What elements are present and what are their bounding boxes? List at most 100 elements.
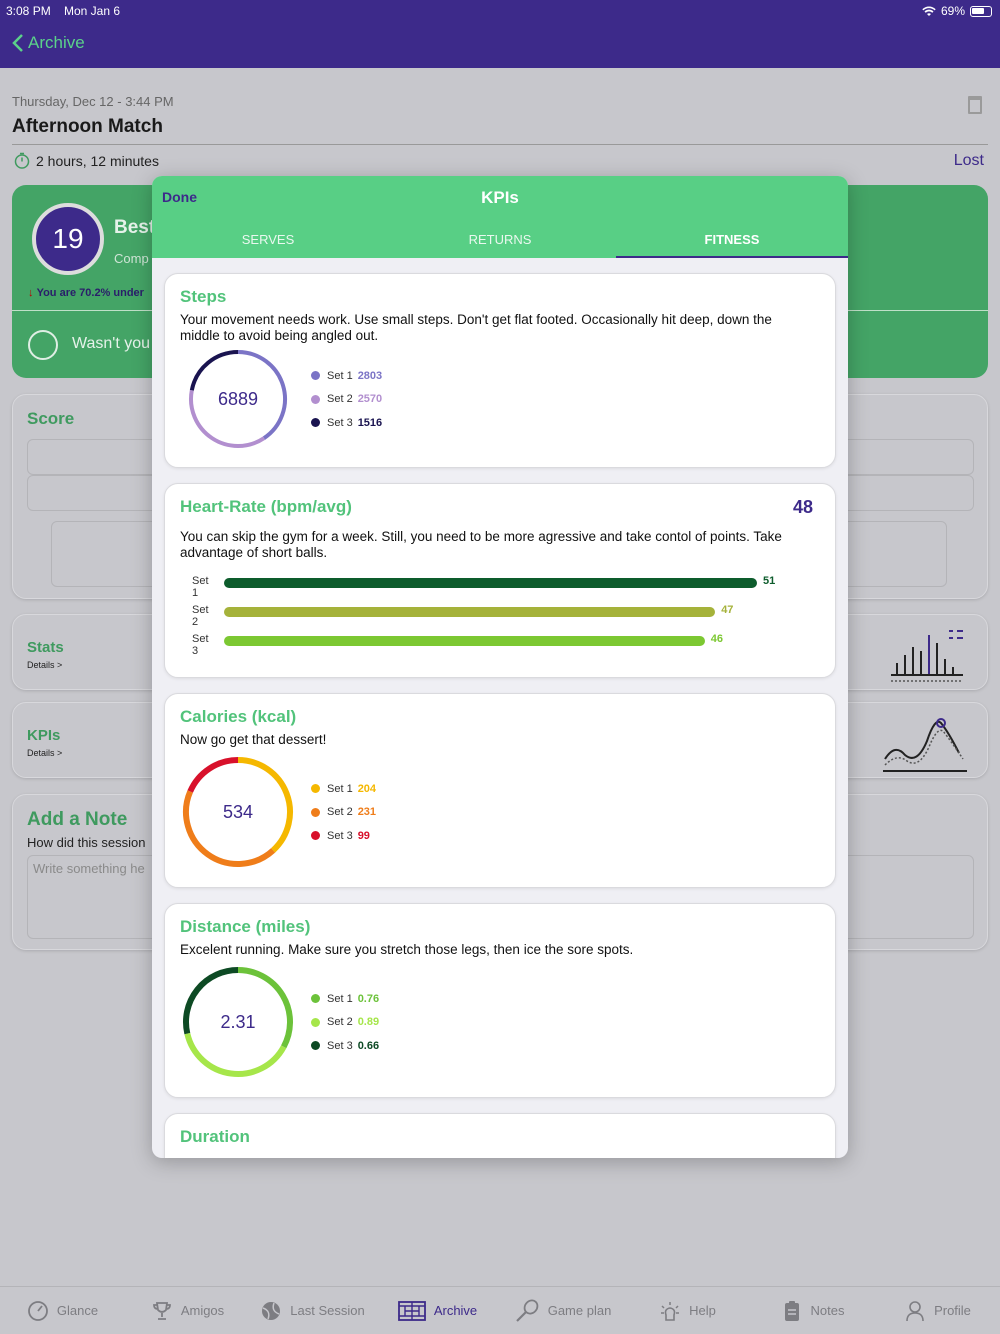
chevron-left-icon xyxy=(12,34,23,52)
tab-label: Game plan xyxy=(547,1303,612,1318)
distance-total: 2.31 xyxy=(220,1011,256,1032)
ring-segment xyxy=(183,790,276,867)
best-label: Best xyxy=(114,217,156,238)
tab-archive[interactable]: Archive xyxy=(375,1287,500,1334)
heart-rate-value: 48 xyxy=(792,497,813,517)
tab-notes[interactable]: Notes xyxy=(750,1287,875,1334)
tab-glance[interactable]: Glance xyxy=(0,1287,125,1334)
stopwatch-icon xyxy=(14,152,30,169)
steps-ring: 6889 xyxy=(188,349,288,449)
kpi-scroll-area[interactable]: Steps Your movement needs work. Use smal… xyxy=(152,258,848,1158)
hbar-label: Set 1 xyxy=(192,575,209,599)
calories-legend: Set 1 204 Set 2 231 Set 3 99 xyxy=(311,777,376,848)
hbar xyxy=(224,578,757,588)
tab-last-session[interactable]: Last Session xyxy=(250,1287,375,1334)
legend-dot xyxy=(311,1017,320,1027)
heart-rate-text: You can skip the gym for a week. Still, … xyxy=(180,529,782,560)
kpis-details-link[interactable]: Details > xyxy=(27,748,63,758)
ball-icon xyxy=(260,1300,282,1322)
legend-item: Set 2 2570 xyxy=(311,388,382,412)
heart-rate-card: Heart-Rate (bpm/avg) 48 You can skip the… xyxy=(164,483,836,678)
segmented-tabs: SERVES RETURNS FITNESS xyxy=(152,224,848,258)
tab-help[interactable]: Help xyxy=(625,1287,750,1334)
score-title: Score xyxy=(27,409,75,428)
calories-card: Calories (kcal) Now go get that dessert!… xyxy=(164,693,836,888)
trophy-icon xyxy=(151,1300,173,1322)
session-title: Afternoon Match xyxy=(12,116,163,137)
calories-text: Now go get that dessert! xyxy=(180,732,327,747)
tab-amigos[interactable]: Amigos xyxy=(125,1287,250,1334)
hbar-value: 46 xyxy=(710,633,723,645)
ring-segment xyxy=(237,350,287,440)
legend-label: Set 3 xyxy=(327,1039,353,1052)
modal-title: KPIs xyxy=(481,188,519,207)
trash-icon[interactable] xyxy=(968,96,982,114)
legend-label: Set 1 xyxy=(327,992,353,1005)
tab-profile[interactable]: Profile xyxy=(875,1287,1000,1334)
ring-segment xyxy=(183,967,239,1035)
calories-ring: 534 xyxy=(182,756,294,868)
duration-title: Duration xyxy=(180,1127,250,1146)
rank-badge: 19 xyxy=(32,203,104,275)
court-icon xyxy=(397,1300,426,1322)
done-button[interactable]: Done xyxy=(162,189,197,205)
hbar-label: Set 2 xyxy=(192,604,209,628)
hbar-label: Set 3 xyxy=(192,633,209,657)
legend-dot xyxy=(311,831,320,841)
racket-icon xyxy=(514,1298,540,1324)
tab-fitness[interactable]: FITNESS xyxy=(616,224,848,258)
legend-label: Set 2 xyxy=(327,1016,353,1029)
legend-value: 0.66 xyxy=(357,1039,380,1052)
kpis-title: KPIs xyxy=(27,727,61,744)
modal-header: Done KPIs SERVES RETURNS FITNESS xyxy=(152,176,848,258)
back-button[interactable]: Archive xyxy=(12,33,85,53)
session-date: Thursday, Dec 12 - 3:44 PM xyxy=(12,94,174,109)
tab-game-plan[interactable]: Game plan xyxy=(500,1287,625,1334)
status-date: Mon Jan 6 xyxy=(64,4,121,18)
down-arrow-icon: ↓ xyxy=(28,287,34,299)
steps-text: Your movement needs work. Use small step… xyxy=(180,312,772,343)
bar-chart-icon xyxy=(891,630,963,682)
legend-item: Set 2 231 xyxy=(311,801,376,825)
tab-serves[interactable]: SERVES xyxy=(241,232,295,247)
distance-text: Excelent running. Make sure you stretch … xyxy=(180,942,634,957)
legend-item: Set 3 99 xyxy=(311,824,376,848)
comp-label: Comp xyxy=(114,251,149,266)
tab-bar: Glance Amigos Last Session Archive Game … xyxy=(0,1286,1000,1334)
legend-dot xyxy=(311,807,320,817)
status-right: 69% xyxy=(922,4,992,18)
hbar xyxy=(224,636,705,646)
wifi-icon xyxy=(922,6,936,16)
status-time: 3:08 PM xyxy=(6,4,51,18)
navigation-bar: 3:08 PM Mon Jan 6 69% Archive xyxy=(0,0,1000,68)
steps-card: Steps Your movement needs work. Use smal… xyxy=(164,273,836,468)
ring-segment xyxy=(237,757,293,853)
legend-item: Set 1 2803 xyxy=(311,364,382,388)
note-title: Add a Note xyxy=(27,809,128,830)
legend-label: Set 2 xyxy=(327,393,353,406)
back-label: Archive xyxy=(28,33,85,52)
stats-details-link[interactable]: Details > xyxy=(27,660,63,670)
legend-dot xyxy=(311,1041,320,1051)
legend-value: 2570 xyxy=(357,393,383,406)
tab-label: Amigos xyxy=(180,1303,225,1318)
hbar-value: 51 xyxy=(763,575,776,587)
tab-returns[interactable]: RETURNS xyxy=(468,232,532,247)
duration-card: Duration xyxy=(164,1113,836,1158)
ring-segment xyxy=(237,967,293,1049)
under-text: ↓ You are 70.2% under xyxy=(28,287,144,299)
steps-legend: Set 1 2803 Set 2 2570 Set 3 1516 xyxy=(311,364,382,435)
legend-label: Set 1 xyxy=(327,369,353,382)
tab-label: Profile xyxy=(934,1303,971,1318)
tab-label: Archive xyxy=(433,1303,478,1318)
calories-total: 534 xyxy=(222,801,254,822)
help-icon xyxy=(659,1300,681,1322)
battery-icon xyxy=(970,5,992,17)
ring-segment xyxy=(189,389,266,448)
ring-segment xyxy=(184,1032,287,1077)
divider xyxy=(12,144,988,145)
legend-item: Set 1 0.76 xyxy=(311,987,379,1011)
battery-percent: 69% xyxy=(940,4,965,18)
tab-label: Notes xyxy=(810,1303,845,1318)
distance-card: Distance (miles) Excelent running. Make … xyxy=(164,903,836,1098)
